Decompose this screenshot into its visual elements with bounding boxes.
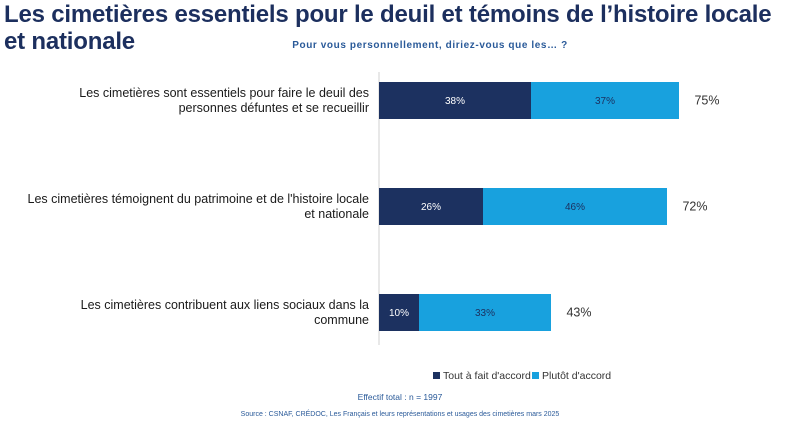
- data-label: 46%: [565, 202, 585, 213]
- category-label: commune: [314, 313, 369, 327]
- legend-label: Tout à fait d'accord: [443, 370, 531, 382]
- category-label: Les cimetières contribuent aux liens soc…: [81, 298, 369, 312]
- total-label: 43%: [566, 306, 591, 320]
- legend-swatch: [532, 372, 539, 379]
- data-label: 37%: [595, 96, 615, 107]
- source-note: Source : CSNAF, CRÉDOC, Les Français et …: [240, 411, 560, 418]
- data-label: 26%: [421, 202, 441, 213]
- chart-subtitle: Pour vous personnellement, diriez-vous q…: [292, 40, 568, 51]
- total-label: 75%: [694, 94, 719, 108]
- data-label: 38%: [445, 96, 465, 107]
- category-label: et nationale: [304, 207, 369, 221]
- sample-size-note: Effectif total : n = 1997: [357, 392, 443, 402]
- bar-segment: [419, 294, 551, 331]
- legend-swatch: [433, 372, 440, 379]
- category-label: Les cimetières témoignent du patrimoine …: [28, 192, 370, 206]
- total-label: 72%: [682, 200, 707, 214]
- bar-segment: [379, 188, 483, 225]
- bar-segment: [379, 82, 531, 119]
- bar-segment: [379, 294, 419, 331]
- data-label: 10%: [389, 308, 409, 319]
- data-label: 33%: [475, 308, 495, 319]
- bar-segment: [531, 82, 679, 119]
- category-label: personnes défuntes et se recueillir: [179, 101, 369, 115]
- category-label: Les cimetières sont essentiels pour fair…: [79, 86, 369, 100]
- legend-label: Plutôt d'accord: [542, 370, 611, 382]
- bar-segment: [483, 188, 667, 225]
- chart-title: Les cimetières essentiels pour le deuil …: [4, 1, 772, 55]
